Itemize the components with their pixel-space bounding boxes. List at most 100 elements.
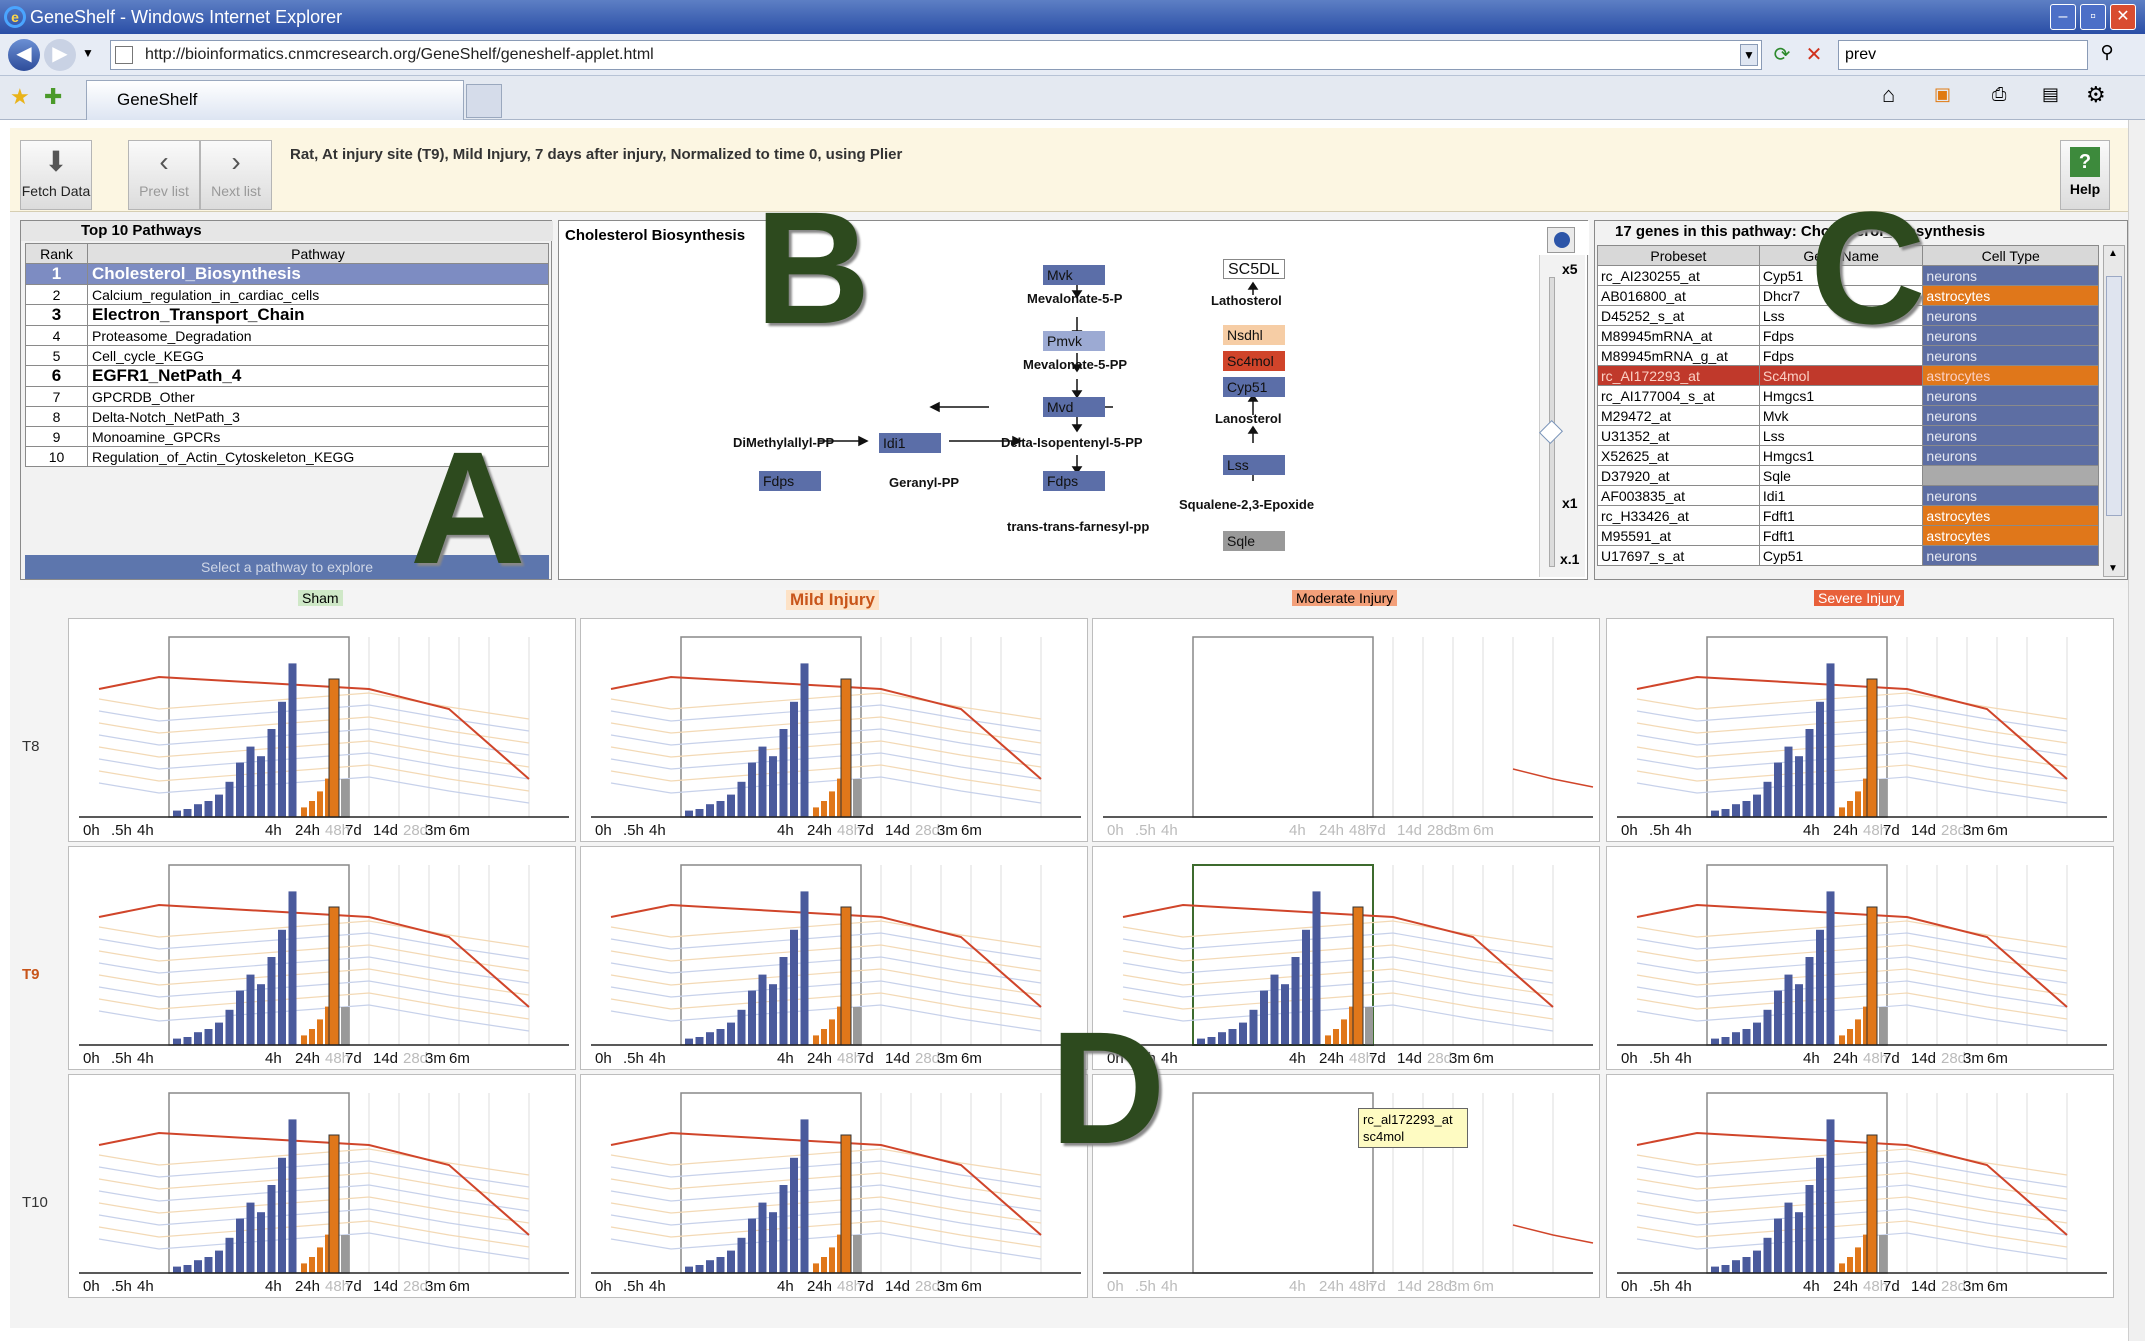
gene-row[interactable]: rc_H33426_at Fdft1 astrocytes xyxy=(1597,505,2099,526)
home-icon[interactable]: ⌂ xyxy=(1882,82,1896,107)
pathway-row[interactable]: 1 Cholesterol_Biosynthesis xyxy=(25,263,549,285)
close-button[interactable]: ✕ xyxy=(2110,4,2136,30)
gene-row[interactable]: X52625_at Hmgcs1 neurons xyxy=(1597,445,2099,466)
probe-tooltip: rc_al172293_at sc4mol xyxy=(1358,1108,1468,1148)
forward-button[interactable]: ▶ xyxy=(44,39,76,71)
page-menu-icon[interactable]: ▤ xyxy=(2042,84,2060,104)
time-tick: 28d xyxy=(403,1050,429,1067)
add-favorites-icon[interactable]: ✚ xyxy=(44,84,63,109)
gene-row[interactable]: rc_AI172293_at Sc4mol astrocytes xyxy=(1597,365,2099,386)
scroll-thumb[interactable] xyxy=(2106,276,2122,516)
back-button[interactable]: ◀ xyxy=(8,39,40,71)
gene-row[interactable]: AF003835_at Idi1 neurons xyxy=(1597,485,2099,506)
gene-node-nsdhl[interactable]: Nsdhl xyxy=(1223,325,1285,345)
expression-cell[interactable]: 0h .5h 4h 4h 24h 48h 7d 14d 28d 3m 6m xyxy=(1092,1074,1600,1298)
gene-table-scrollbar[interactable]: ▲ ▼ xyxy=(2103,245,2125,577)
gene-node-fdps-1[interactable]: Fdps xyxy=(759,471,821,491)
time-tick: 0h xyxy=(595,1050,612,1067)
gene-node-mvk[interactable]: Mvk xyxy=(1043,265,1105,285)
url-input[interactable]: http://bioinformatics.cnmcresearch.org/G… xyxy=(110,40,1762,70)
row-label-t8[interactable]: T8 xyxy=(22,738,40,755)
search-input[interactable]: prev xyxy=(1838,40,2088,70)
expression-cell[interactable]: 0h .5h 4h 4h 24h 48h 7d 14d 28d 3m 6m xyxy=(1606,618,2114,842)
new-tab-button[interactable] xyxy=(466,84,502,118)
favorites-star-icon[interactable]: ★ xyxy=(10,84,30,109)
severity-severe[interactable]: Severe Injury xyxy=(1814,590,1905,606)
gene-node-sc5dl[interactable]: SC5DL xyxy=(1223,259,1285,279)
gene-node-fdps-2[interactable]: Fdps xyxy=(1043,471,1105,491)
select-pathway-hint[interactable]: Select a pathway to explore xyxy=(25,555,549,579)
applet-toolbar: ⬇ Fetch Data ‹ Prev list › Next list Rat… xyxy=(10,128,2128,212)
severity-mild[interactable]: Mild Injury xyxy=(786,590,879,610)
pathway-row[interactable]: 6 EGFR1_NetPath_4 xyxy=(25,365,549,387)
gene-row[interactable]: M95591_at Fdft1 astrocytes xyxy=(1597,525,2099,546)
pathway-row[interactable]: 3 Electron_Transport_Chain xyxy=(25,304,549,326)
restore-button[interactable]: ▫ xyxy=(2080,4,2106,30)
gene-row[interactable]: U31352_at Lss neurons xyxy=(1597,425,2099,446)
pathway-row[interactable]: 4 Proteasome_Degradation xyxy=(25,325,549,346)
row-label-t10[interactable]: T10 xyxy=(22,1194,48,1211)
next-list-button[interactable]: › Next list xyxy=(200,140,272,210)
pathway-row[interactable]: 5 Cell_cycle_KEGG xyxy=(25,345,549,366)
search-icon[interactable]: ⚲ xyxy=(2100,42,2114,62)
gene-node-lss[interactable]: Lss xyxy=(1223,455,1285,475)
expression-cell[interactable]: 0h .5h 4h 4h 24h 48h 7d 14d 28d 3m 6m xyxy=(580,846,1088,1070)
rank-header[interactable]: Rank xyxy=(25,243,88,264)
pathway-rank: 5 xyxy=(25,345,88,366)
history-dropdown-icon[interactable]: ▼ xyxy=(82,46,94,60)
expression-cell[interactable]: 0h .5h 4h 4h 24h 48h 7d 14d 28d 3m 6m xyxy=(68,618,576,842)
time-tick: 24h xyxy=(1319,1050,1345,1067)
gene-row[interactable]: D45252_s_at Lss neurons xyxy=(1597,305,2099,326)
gene-node-mvd[interactable]: Mvd xyxy=(1043,397,1105,417)
gene-row[interactable]: U17697_s_at Cyp51 neurons xyxy=(1597,545,2099,566)
stop-icon[interactable]: ✕ xyxy=(1805,44,1823,66)
minimize-button[interactable]: – xyxy=(2050,4,2076,30)
pathway-row[interactable]: 10 Regulation_of_Actin_Cytoskeleton_KEGG xyxy=(25,446,549,467)
pathway-row[interactable]: 7 GPCRDB_Other xyxy=(25,386,549,407)
expression-cell[interactable]: 0h .5h 4h 4h 24h 48h 7d 14d 28d 3m 6m xyxy=(1092,846,1600,1070)
time-tick: 3m xyxy=(1449,1050,1470,1067)
severity-moderate[interactable]: Moderate Injury xyxy=(1292,590,1398,606)
zoom-slider[interactable]: x5 x1 x.1 xyxy=(1538,255,1585,577)
url-dropdown-icon[interactable]: ▼ xyxy=(1740,44,1758,66)
expression-cell[interactable]: 0h .5h 4h 4h 24h 48h 7d 14d 28d 3m 6m xyxy=(1606,846,2114,1070)
gene-row[interactable]: M29472_at Mvk neurons xyxy=(1597,405,2099,426)
prev-list-button[interactable]: ‹ Prev list xyxy=(128,140,200,210)
gene-node-sqle[interactable]: Sqle xyxy=(1223,531,1285,551)
feeds-icon[interactable]: ▣ xyxy=(1934,84,1952,104)
pathway-header[interactable]: Pathway xyxy=(87,243,549,264)
gene-row[interactable]: M89945mRNA_g_at Fdps neurons xyxy=(1597,345,2099,366)
probeset-header[interactable]: Probeset xyxy=(1597,245,1760,266)
gene-name-header[interactable]: Gene Name xyxy=(1758,245,1924,266)
expression-cell[interactable]: 0h .5h 4h 4h 24h 48h 7d 14d 28d 3m 6m xyxy=(1606,1074,2114,1298)
tools-gear-icon[interactable]: ⚙ xyxy=(2086,82,2106,107)
expression-cell[interactable]: 0h .5h 4h 4h 24h 48h 7d 14d 28d 3m 6m xyxy=(1092,618,1600,842)
fetch-data-button[interactable]: ⬇ Fetch Data xyxy=(20,140,92,210)
gene-node-idi1[interactable]: Idi1 xyxy=(879,433,941,453)
time-tick: 24h xyxy=(807,1278,833,1295)
gene-row[interactable]: rc_AI177004_s_at Hmgcs1 neurons xyxy=(1597,385,2099,406)
help-button[interactable]: ? Help xyxy=(2060,140,2110,210)
pathway-panel: Top 10 Pathways Rank Pathway 1 Cholestero… xyxy=(20,220,553,580)
pathway-row[interactable]: 2 Calcium_regulation_in_cardiac_cells xyxy=(25,284,549,305)
zoom-thumb[interactable] xyxy=(1538,419,1564,445)
gene-node-cyp51[interactable]: Cyp51 xyxy=(1223,377,1285,397)
gene-row[interactable]: D37920_at Sqle xyxy=(1597,465,2099,486)
tab-geneshelf[interactable]: GeneShelf xyxy=(86,80,464,120)
refresh-icon[interactable]: ⟳ xyxy=(1773,44,1791,66)
cell-type-header[interactable]: Cell Type xyxy=(1922,245,2099,266)
globe-icon[interactable] xyxy=(1547,227,1575,253)
gene-node-pmvk[interactable]: Pmvk xyxy=(1043,331,1105,351)
time-tick: 6m xyxy=(1987,822,2008,839)
expression-cell[interactable]: 0h .5h 4h 4h 24h 48h 7d 14d 28d 3m 6m xyxy=(68,846,576,1070)
scroll-up-icon[interactable]: ▲ xyxy=(2108,248,2118,259)
expression-cell[interactable]: 0h .5h 4h 4h 24h 48h 7d 14d 28d 3m 6m xyxy=(580,618,1088,842)
expression-cell[interactable]: 0h .5h 4h 4h 24h 48h 7d 14d 28d 3m 6m xyxy=(68,1074,576,1298)
expression-cell[interactable]: 0h .5h 4h 4h 24h 48h 7d 14d 28d 3m 6m xyxy=(580,1074,1088,1298)
gene-node-sc4mol[interactable]: Sc4mol xyxy=(1223,351,1285,371)
print-icon[interactable]: ⎙ xyxy=(1992,84,2007,104)
page-scrollbar[interactable] xyxy=(2128,120,2145,1341)
severity-sham[interactable]: Sham xyxy=(298,590,343,606)
scroll-down-icon[interactable]: ▼ xyxy=(2108,563,2118,574)
row-label-t9[interactable]: T9 xyxy=(22,966,40,983)
